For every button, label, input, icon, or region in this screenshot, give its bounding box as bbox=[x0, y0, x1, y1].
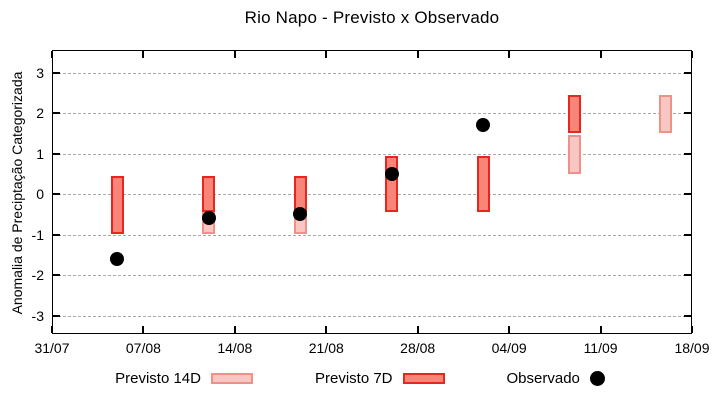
observado-point bbox=[384, 166, 399, 181]
plot-area bbox=[52, 50, 692, 334]
y-tick-mark bbox=[53, 193, 60, 195]
y-tick-mark bbox=[53, 71, 60, 74]
x-tick-label: 21/08 bbox=[308, 340, 344, 356]
y-tick-mark bbox=[684, 71, 691, 74]
x-tick-label: 11/09 bbox=[583, 340, 618, 356]
gridline bbox=[53, 315, 691, 317]
y-tick-mark bbox=[53, 112, 60, 114]
y-tick-mark bbox=[53, 314, 60, 317]
y-tick-label: 1 bbox=[36, 145, 44, 162]
y-tick-mark bbox=[53, 152, 60, 155]
y-tick-mark bbox=[684, 233, 691, 236]
gridline bbox=[53, 234, 691, 236]
gridline bbox=[53, 194, 691, 195]
observado-point bbox=[201, 211, 216, 226]
y-tick-mark bbox=[684, 314, 691, 317]
x-tick-label: 07/08 bbox=[125, 340, 161, 356]
chart-title: Rio Napo - Previsto x Observado bbox=[244, 8, 500, 27]
x-tick-label: 04/09 bbox=[491, 340, 527, 356]
y-tick-label: 3 bbox=[36, 64, 44, 81]
gridline bbox=[53, 153, 691, 155]
x-tick-mark bbox=[599, 51, 602, 58]
x-tick-mark bbox=[599, 326, 602, 333]
y-tick-mark bbox=[53, 233, 60, 236]
x-tick-mark bbox=[142, 326, 145, 333]
observado-point bbox=[293, 207, 308, 222]
x-tick-mark bbox=[325, 51, 328, 58]
x-tick-mark bbox=[691, 326, 693, 333]
y-tick-label: -3 bbox=[31, 307, 44, 324]
y-tick-mark bbox=[53, 274, 60, 276]
x-tick-mark bbox=[416, 326, 419, 333]
x-tick-label: 28/08 bbox=[400, 340, 436, 356]
previsto-7d-bar bbox=[567, 94, 581, 134]
previsto-14d-bar bbox=[659, 94, 673, 134]
x-tick-mark bbox=[325, 326, 328, 333]
observado-point bbox=[110, 251, 125, 266]
previsto-7d-bar bbox=[110, 175, 124, 235]
y-tick-label: 0 bbox=[36, 186, 44, 202]
legend: Previsto 14D Previsto 7D Observado bbox=[0, 370, 720, 387]
legend-item: Previsto 7D bbox=[315, 370, 445, 387]
x-tick-mark bbox=[508, 51, 511, 58]
y-tick-mark bbox=[684, 193, 691, 195]
y-tick-label: -2 bbox=[31, 267, 44, 283]
legend-label: Observado bbox=[506, 370, 580, 387]
x-tick-mark bbox=[416, 51, 419, 58]
legend-dot-swatch bbox=[589, 371, 605, 386]
x-tick-mark bbox=[233, 326, 236, 333]
x-tick-label: 18/09 bbox=[674, 340, 710, 356]
x-tick-mark bbox=[142, 51, 145, 58]
x-tick-mark bbox=[508, 326, 511, 333]
gridline bbox=[53, 275, 691, 276]
gridline bbox=[53, 113, 691, 114]
legend-item: Observado bbox=[507, 370, 605, 387]
y-tick-mark bbox=[684, 152, 691, 155]
previsto-7d-bar bbox=[476, 155, 490, 213]
x-tick-label: 14/08 bbox=[217, 340, 253, 356]
legend-item: Previsto 14D bbox=[115, 370, 253, 387]
x-tick-mark bbox=[691, 51, 693, 58]
y-tick-mark bbox=[684, 112, 691, 114]
gridline bbox=[53, 72, 691, 74]
x-tick-label: 31/07 bbox=[34, 340, 70, 356]
y-tick-label: -1 bbox=[31, 226, 44, 243]
legend-label: Previsto 14D bbox=[115, 370, 201, 387]
previsto-7d-bar bbox=[385, 155, 399, 213]
previsto-7d-bar bbox=[202, 175, 216, 213]
legend-box-swatch bbox=[402, 373, 445, 384]
x-tick-mark bbox=[233, 51, 236, 58]
legend-label: Previsto 7D bbox=[314, 370, 393, 387]
y-tick-mark bbox=[684, 274, 691, 276]
legend-box-swatch bbox=[210, 373, 253, 384]
x-tick-mark bbox=[51, 326, 53, 333]
observado-point bbox=[476, 118, 491, 133]
y-tick-label: 2 bbox=[36, 105, 44, 121]
x-tick-mark bbox=[51, 51, 53, 58]
previsto-14d-bar bbox=[567, 135, 581, 174]
